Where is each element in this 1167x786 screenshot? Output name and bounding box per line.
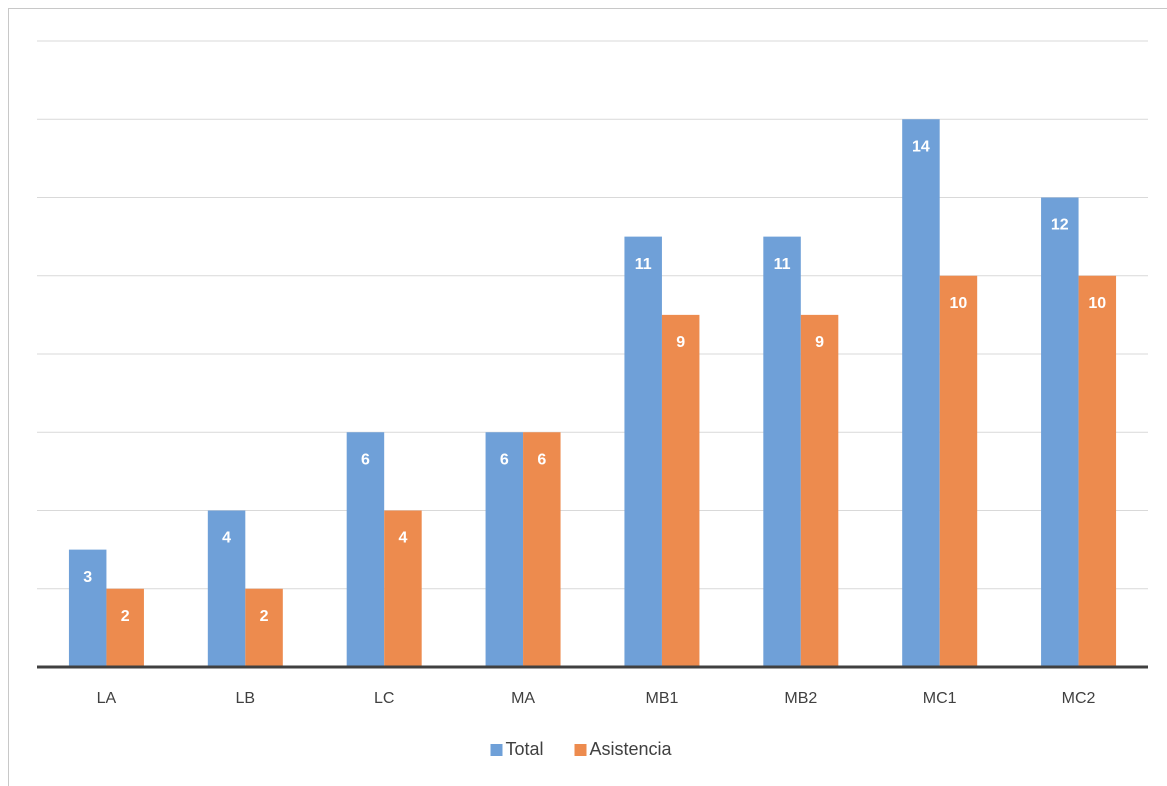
bar xyxy=(624,236,662,667)
bar xyxy=(661,314,700,667)
bar xyxy=(384,510,422,667)
bar xyxy=(207,510,246,667)
x-tick-label: MC2 xyxy=(1062,690,1096,707)
bar xyxy=(939,275,978,667)
legend-label: Total xyxy=(506,739,544,759)
bar xyxy=(1078,275,1117,667)
bar xyxy=(68,549,107,667)
data-label: 11 xyxy=(774,256,791,273)
data-label: 6 xyxy=(537,451,546,468)
data-label: 4 xyxy=(398,530,407,547)
legend-swatch xyxy=(574,744,587,756)
x-tick-label: MB2 xyxy=(784,690,817,707)
bar xyxy=(800,314,839,667)
chart-frame xyxy=(8,8,1167,786)
data-label: 9 xyxy=(676,334,685,351)
x-tick-label: MA xyxy=(511,690,535,707)
data-label: 4 xyxy=(222,530,231,547)
bar xyxy=(1041,197,1079,667)
bar xyxy=(245,588,283,667)
x-tick-label: MC1 xyxy=(923,690,957,707)
bar xyxy=(902,119,940,667)
data-label: 10 xyxy=(1088,295,1106,312)
x-tick-label: LC xyxy=(374,690,394,707)
bar xyxy=(106,588,144,667)
data-label: 3 xyxy=(83,569,92,586)
data-label: 6 xyxy=(500,451,509,468)
legend-swatch xyxy=(490,744,503,756)
data-label: 6 xyxy=(361,451,370,468)
x-tick-label: LB xyxy=(236,690,256,707)
x-tick-label: LA xyxy=(97,690,117,707)
data-label: 2 xyxy=(260,608,269,625)
bar xyxy=(485,432,524,667)
data-label: 14 xyxy=(912,138,930,155)
data-label: 9 xyxy=(815,334,824,351)
data-label: 10 xyxy=(950,295,968,312)
legend-label: Asistencia xyxy=(590,739,673,759)
bar xyxy=(523,432,561,667)
bar xyxy=(346,432,385,667)
x-tick-label: MB1 xyxy=(645,690,678,707)
bar xyxy=(763,236,801,667)
data-label: 2 xyxy=(121,608,130,625)
data-label: 12 xyxy=(1051,217,1069,234)
data-label: 11 xyxy=(635,256,652,273)
